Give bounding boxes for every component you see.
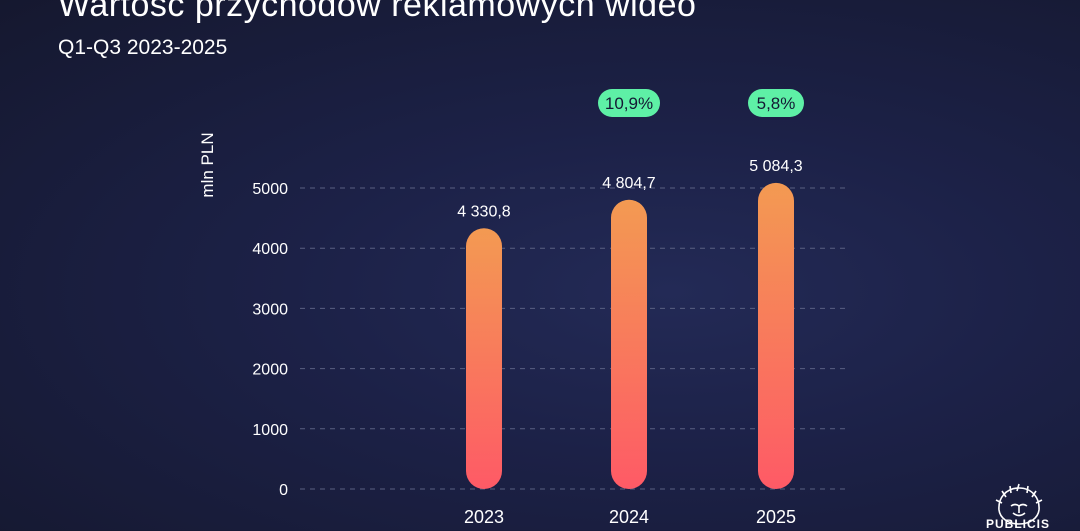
data-labels: 4 330,8 4 804,7 5 084,3: [457, 158, 802, 220]
x-tick-label: 2024: [609, 507, 649, 527]
bar-2023: [466, 228, 502, 490]
x-axis: 2023 2024 2025: [464, 507, 796, 527]
y-axis: 0 1000 2000 3000 4000 5000: [252, 181, 288, 499]
growth-badge: [598, 89, 660, 117]
y-tick-label: 5000: [252, 181, 288, 198]
x-tick-label: 2025: [756, 507, 796, 527]
bar-2025: [758, 182, 794, 489]
growth-label: 10,9%: [605, 94, 653, 113]
growth-badges: 10,9% 5,8%: [598, 89, 804, 117]
x-tick-label: 2023: [464, 507, 504, 527]
value-label: 4 804,7: [602, 175, 655, 192]
chart-title: Wartość przychodów reklamowych wideo: [58, 0, 697, 24]
y-tick-label: 3000: [252, 301, 288, 318]
growth-badge: [748, 89, 804, 117]
growth-label: 5,8%: [757, 94, 796, 113]
y-tick-label: 0: [279, 482, 288, 499]
lion-head-icon: [995, 483, 1043, 525]
grid: [300, 187, 850, 490]
y-axis-label: mln PLN: [198, 132, 217, 197]
chart-subtitle: Q1-Q3 2023-2025: [58, 36, 228, 59]
logo-text: PUBLICIS: [986, 517, 1051, 531]
bars: [466, 182, 794, 490]
y-tick-label: 2000: [252, 362, 288, 379]
bar-2024: [611, 199, 647, 489]
y-tick-label: 1000: [252, 422, 288, 439]
y-tick-label: 4000: [252, 241, 288, 258]
value-label: 4 330,8: [457, 203, 510, 220]
value-label: 5 084,3: [749, 158, 802, 175]
